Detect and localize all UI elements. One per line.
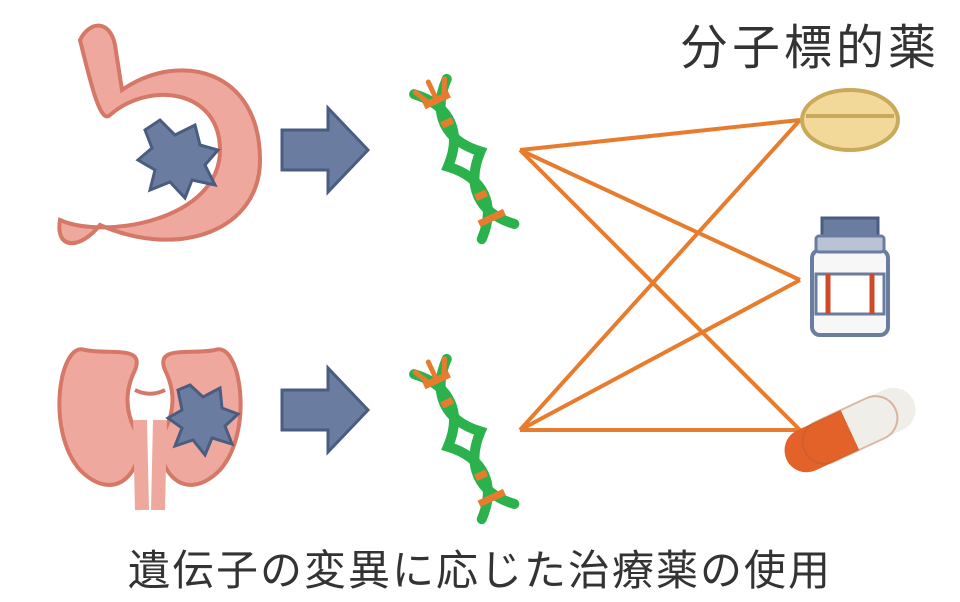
dna-icon-2 [412, 354, 514, 519]
tablet-drug-icon [802, 90, 898, 150]
kidneys-organ [59, 349, 240, 510]
vial-drug-icon [812, 218, 888, 335]
caption-bottom: 遺伝子の変異に応じた治療薬の使用 [0, 537, 960, 598]
arrow-icon-2 [282, 368, 368, 452]
arrow-icon-1 [282, 108, 368, 192]
match-lines [520, 120, 800, 430]
capsule-drug-icon [777, 380, 922, 479]
dna-icon-1 [412, 74, 514, 239]
diagram-canvas [0, 0, 960, 602]
stomach-organ [59, 26, 260, 244]
